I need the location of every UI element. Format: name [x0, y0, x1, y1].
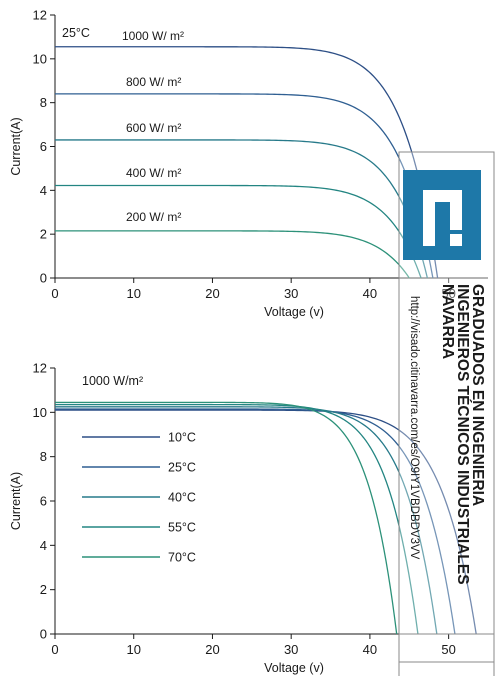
y-tick-label: 10 — [33, 405, 47, 420]
x-tick-label: 10 — [126, 642, 140, 657]
series-line — [55, 406, 438, 635]
y-tick-label: 8 — [40, 95, 47, 110]
y-tick-label: 10 — [33, 51, 47, 66]
series-line — [55, 184, 422, 279]
watermark-line-1: GRADUADOS EN INGENIERIA — [469, 284, 486, 506]
y-tick-label: 4 — [40, 538, 47, 553]
series-label: 1000 W/ m² — [122, 29, 184, 43]
temperature-iv-chart: 0 2 4 6 8 10 12 0 10 20 30 40 50 Voltage (v) Current(A… — [9, 361, 488, 675]
chart-annotation: 25°C — [62, 26, 90, 40]
watermark-line-2: INGENIEROS TÉCNICOS INDUSTRIALES — [454, 284, 471, 585]
legend-label: 55°C — [168, 521, 196, 535]
logo-dot — [450, 234, 462, 246]
legend-label: 70°C — [168, 551, 196, 565]
y-tick-label: 12 — [33, 8, 47, 23]
series-label: 400 W/ m² — [126, 166, 181, 180]
series-line — [55, 93, 434, 279]
series-line — [55, 409, 477, 635]
series-line — [55, 408, 456, 635]
y-tick-label: 6 — [40, 139, 47, 154]
x-tick-label: 50 — [441, 286, 455, 301]
chart-annotation: 1000 W/m² — [82, 374, 143, 388]
x-tick-label: 30 — [284, 642, 298, 657]
series-line — [55, 401, 398, 635]
series-line — [55, 46, 439, 279]
series-label: 800 W/ m² — [126, 75, 181, 89]
series-line — [55, 230, 410, 279]
legend-label: 40°C — [168, 491, 196, 505]
x-axis-label: Voltage (v) — [264, 305, 324, 319]
legend-label: 10°C — [168, 431, 196, 445]
series-line — [55, 403, 419, 635]
x-tick-label: 0 — [51, 286, 58, 301]
y-tick-label: 2 — [40, 582, 47, 597]
y-tick-label: 4 — [40, 183, 47, 198]
watermark-url: http://visado.citinavarra.com/es/O9IY1VB… — [408, 296, 420, 560]
x-axis-label: Voltage (v) — [264, 661, 324, 675]
y-tick-label: 6 — [40, 494, 47, 509]
x-tick-label: 10 — [126, 286, 140, 301]
x-tick-label: 40 — [363, 642, 377, 657]
y-tick-label: 0 — [40, 627, 47, 642]
visado-watermark: GRADUADOS EN INGENIERIA INGENIEROS TÉCNI… — [398, 151, 495, 676]
logo-mark — [423, 190, 462, 246]
legend-label: 25°C — [168, 461, 196, 475]
y-tick-label: 8 — [40, 449, 47, 464]
x-tick-label: 30 — [284, 286, 298, 301]
x-tick-label: 20 — [205, 642, 219, 657]
y-axis-label: Current(A) — [9, 117, 23, 175]
citinavarra-logo — [403, 170, 481, 260]
series-label: 200 W/ m² — [126, 210, 181, 224]
logo-square — [403, 170, 481, 260]
irradiance-iv-chart: 0 2 4 6 8 10 12 0 10 20 30 40 50 Voltage (v) Current(A… — [9, 8, 488, 319]
x-tick-label: 40 — [363, 286, 377, 301]
watermark-line-3: NAVARRA — [439, 284, 456, 359]
x-tick-label: 0 — [51, 642, 58, 657]
series-line — [55, 139, 429, 279]
y-tick-label: 0 — [40, 271, 47, 286]
series-label: 600 W/ m² — [126, 121, 181, 135]
y-axis-label: Current(A) — [9, 472, 23, 530]
y-tick-label: 2 — [40, 227, 47, 242]
x-tick-label: 50 — [441, 642, 455, 657]
x-tick-label: 20 — [205, 286, 219, 301]
y-tick-label: 12 — [33, 361, 47, 376]
